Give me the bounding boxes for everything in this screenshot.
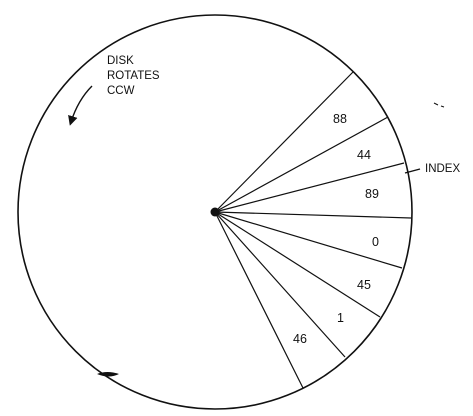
sector-line (214, 211, 412, 219)
index-hole-mark (97, 372, 119, 377)
sector-label: 89 (365, 187, 379, 201)
sector-label: 88 (333, 112, 347, 126)
sector-label: 1 (337, 311, 344, 325)
sector-line (214, 116, 389, 213)
hub (210, 207, 220, 217)
rotation-note-line-2: ROTATES (107, 70, 160, 82)
sector-line (214, 71, 354, 213)
rotation-arrow-icon (68, 85, 93, 126)
disk-outline (17, 14, 413, 410)
scan-mark (433, 102, 445, 108)
sector-label: 45 (357, 278, 371, 292)
sector-line (214, 211, 403, 269)
sector-lines (214, 71, 412, 389)
sector-line (214, 211, 381, 318)
sector-label: 0 (372, 235, 379, 249)
sector-line (214, 211, 346, 358)
sector-label: 46 (293, 332, 307, 346)
rotation-note-line-3: CCW (107, 85, 135, 97)
rotation-note-line-1: DISK (107, 55, 134, 67)
index-marker (404, 168, 421, 174)
sector-label: 44 (357, 148, 371, 162)
index-label: INDEX (425, 163, 460, 175)
sector-line (214, 211, 304, 389)
sector-line (214, 162, 405, 213)
